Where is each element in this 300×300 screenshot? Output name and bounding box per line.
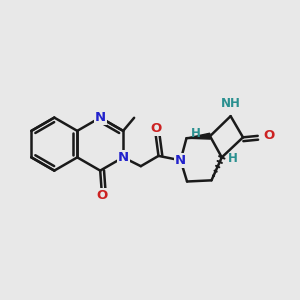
Text: N: N <box>118 151 129 164</box>
Text: O: O <box>96 189 108 202</box>
Text: N: N <box>94 111 106 124</box>
Text: H: H <box>228 152 238 165</box>
Text: O: O <box>263 129 274 142</box>
Text: H: H <box>191 127 201 140</box>
Text: N: N <box>175 154 186 167</box>
Text: NH: NH <box>221 97 241 110</box>
Polygon shape <box>187 133 210 139</box>
Text: O: O <box>150 122 161 135</box>
